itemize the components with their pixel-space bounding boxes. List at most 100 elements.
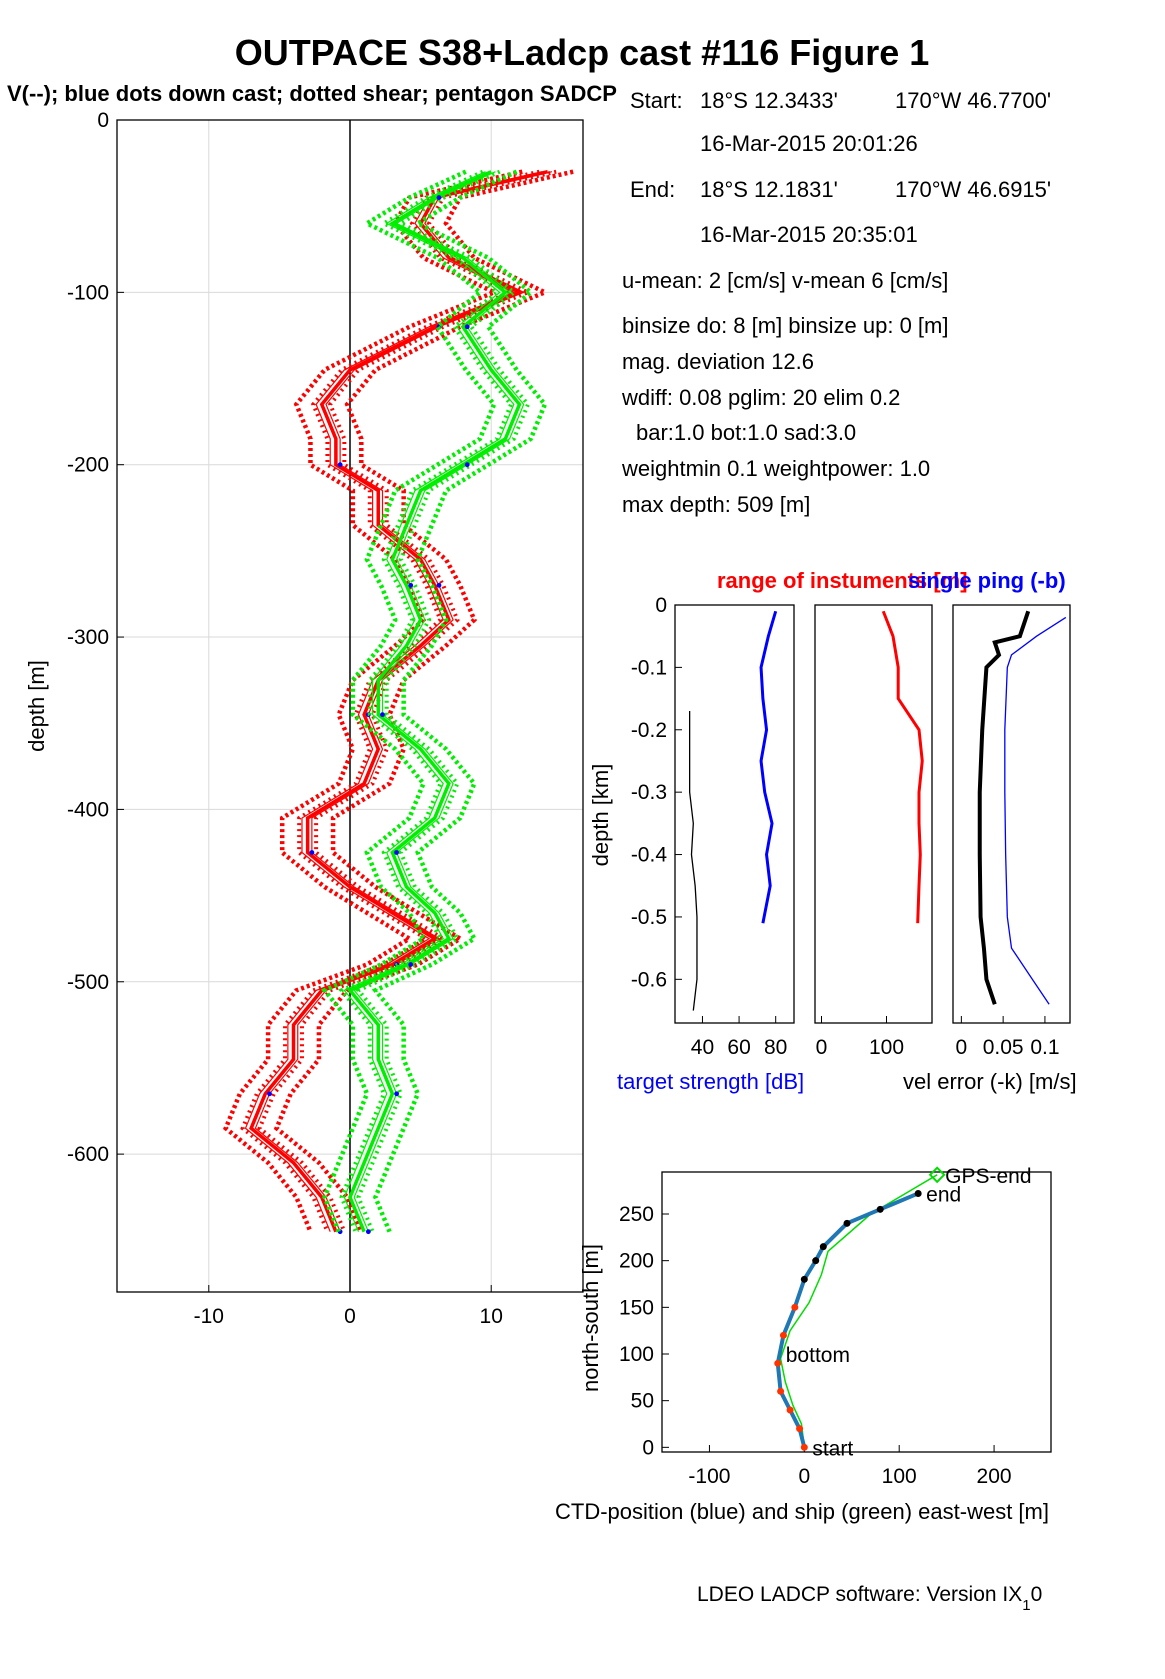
annotation-bottom: bottom	[786, 1344, 850, 1367]
downcast-dot	[394, 1091, 399, 1097]
track-dot	[777, 1387, 785, 1395]
u-profile-line	[249, 169, 549, 1233]
y-tick-label: 200	[619, 1250, 654, 1273]
track-dot	[843, 1219, 851, 1227]
x-tick-label: 0.1	[1030, 1036, 1059, 1059]
vel-error-label: vel error (-k) [m/s]	[903, 1069, 1077, 1094]
u-shear-dotted	[257, 169, 557, 1233]
figure-title: OUTPACE S38+Ladcp cast #116 Figure 1	[235, 32, 930, 73]
err-black-line	[977, 610, 1031, 1005]
track-dot	[774, 1359, 782, 1367]
track-dot	[786, 1406, 794, 1414]
end-time: 16-Mar-2015 20:35:01	[700, 222, 918, 247]
velocity-plot-title: V(--); blue dots down cast; dotted shear…	[7, 81, 617, 106]
position-ylabel: north-south [m]	[578, 1244, 603, 1392]
y-tick-label: 100	[619, 1343, 654, 1366]
track-dot	[800, 1443, 808, 1451]
track-dot	[791, 1303, 799, 1311]
u-v-mean: u-mean: 2 [cm/s] v-mean 6 [cm/s]	[622, 268, 948, 293]
binsize: binsize do: 8 [m] binsize up: 0 [m]	[622, 313, 949, 338]
x-tick-label: 40	[691, 1036, 714, 1059]
downcast-dot	[464, 324, 470, 330]
v-thin-profile	[353, 171, 525, 1232]
range-red-line	[881, 610, 924, 924]
downcast-dot	[337, 462, 343, 468]
x-tick-label: 0	[816, 1036, 828, 1059]
end-label: End:	[630, 177, 675, 202]
vel-error-axes: 0 0.05 0.1	[952, 604, 1071, 1059]
track-dot	[812, 1257, 820, 1265]
downcast-dot	[436, 195, 442, 200]
start-label: Start:	[630, 88, 683, 113]
end-lon: 170°W 46.6915'	[895, 177, 1051, 202]
downcast-dot	[436, 582, 442, 588]
track-dot	[800, 1275, 808, 1283]
axes-frame	[814, 604, 933, 1024]
ctd-track-line	[775, 1191, 919, 1448]
track-dot	[779, 1331, 787, 1339]
downcast-dot	[394, 850, 399, 855]
y-tick-label: -0.5	[631, 906, 667, 929]
x-tick-label: -100	[688, 1465, 730, 1488]
start-time: 16-Mar-2015 20:01:26	[700, 131, 918, 156]
cast-info: Start: 18°S 12.3433' 170°W 46.7700' 16-M…	[621, 88, 1051, 517]
x-tick-label: 0.05	[983, 1036, 1024, 1059]
y-tick-label: -100	[67, 281, 109, 304]
v-profile-line	[347, 170, 522, 1233]
position-xlabel: CTD-position (blue) and ship (green) eas…	[555, 1499, 1049, 1524]
axes-frame	[952, 604, 1071, 1024]
downcast-dot	[408, 962, 414, 967]
u-thin-profile	[254, 171, 553, 1232]
err-blue-line	[1004, 616, 1067, 1005]
y-tick-label: -0.2	[631, 719, 667, 742]
y-tick-label: -400	[67, 798, 109, 821]
v-envelope-dotted	[371, 169, 548, 1233]
v-shear-dotted	[355, 169, 531, 1233]
weightmin: weightmin 0.1 weightpower: 1.0	[621, 456, 930, 481]
y-tick-label: 50	[631, 1390, 654, 1413]
v-shear-dotted	[338, 169, 514, 1233]
x-tick-label: 0	[344, 1305, 356, 1328]
track-dot	[796, 1425, 804, 1433]
track-dot	[819, 1243, 827, 1251]
wdiff: wdiff: 0.08 pglim: 20 elim 0.2	[621, 385, 900, 410]
v-thin-profile	[343, 171, 515, 1232]
range-title: range of instuments [m]	[717, 568, 968, 593]
downcast-dot	[365, 1229, 371, 1235]
software-version-tail: 0	[1031, 1583, 1043, 1606]
x-tick-label: 10	[480, 1305, 503, 1328]
y-tick-label: -0.1	[631, 656, 667, 679]
position-axes: -100 0 100 200 0 50 100 150 200 250 north-south [m…	[578, 1165, 1052, 1488]
y-tick-label: -0.3	[631, 781, 667, 804]
y-tick-label: 0	[655, 594, 667, 617]
annotation-GPS-end: GPS-end	[945, 1165, 1031, 1188]
y-tick-label: -500	[67, 971, 109, 994]
annotation-end: end	[926, 1183, 961, 1206]
axes-frame	[661, 1171, 1052, 1453]
x-tick-label: -10	[194, 1305, 224, 1328]
x-tick-label: 100	[882, 1465, 917, 1488]
max-depth: max depth: 509 [m]	[622, 492, 810, 517]
downcast-dot	[309, 850, 315, 855]
velocity-ylabel: depth [m]	[24, 660, 49, 752]
software-version-text: LDEO LADCP software: Version IX	[697, 1583, 1022, 1606]
y-tick-label: -600	[67, 1143, 109, 1166]
ts-black-line	[688, 711, 698, 1011]
axes-frame	[674, 604, 795, 1024]
track-dot	[914, 1189, 922, 1197]
y-tick-label: 250	[619, 1203, 654, 1226]
y-tick-label: -0.4	[631, 844, 668, 867]
downcast-dot	[267, 1091, 272, 1097]
start-lon: 170°W 46.7700'	[895, 88, 1051, 113]
x-tick-label: 60	[727, 1036, 750, 1059]
start-lat: 18°S 12.3433'	[700, 88, 838, 113]
u-thin-profile	[244, 171, 543, 1232]
y-tick-label: -0.6	[631, 968, 667, 991]
ts-blue-line	[759, 610, 778, 924]
annotation-start: start	[812, 1437, 853, 1460]
x-tick-label: 200	[977, 1465, 1012, 1488]
y-tick-label: 150	[619, 1296, 654, 1319]
x-tick-label: 0	[798, 1465, 810, 1488]
